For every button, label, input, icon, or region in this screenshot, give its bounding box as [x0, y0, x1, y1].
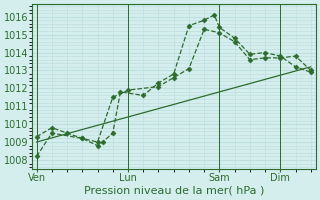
X-axis label: Pression niveau de la mer( hPa ): Pression niveau de la mer( hPa ) — [84, 186, 264, 196]
